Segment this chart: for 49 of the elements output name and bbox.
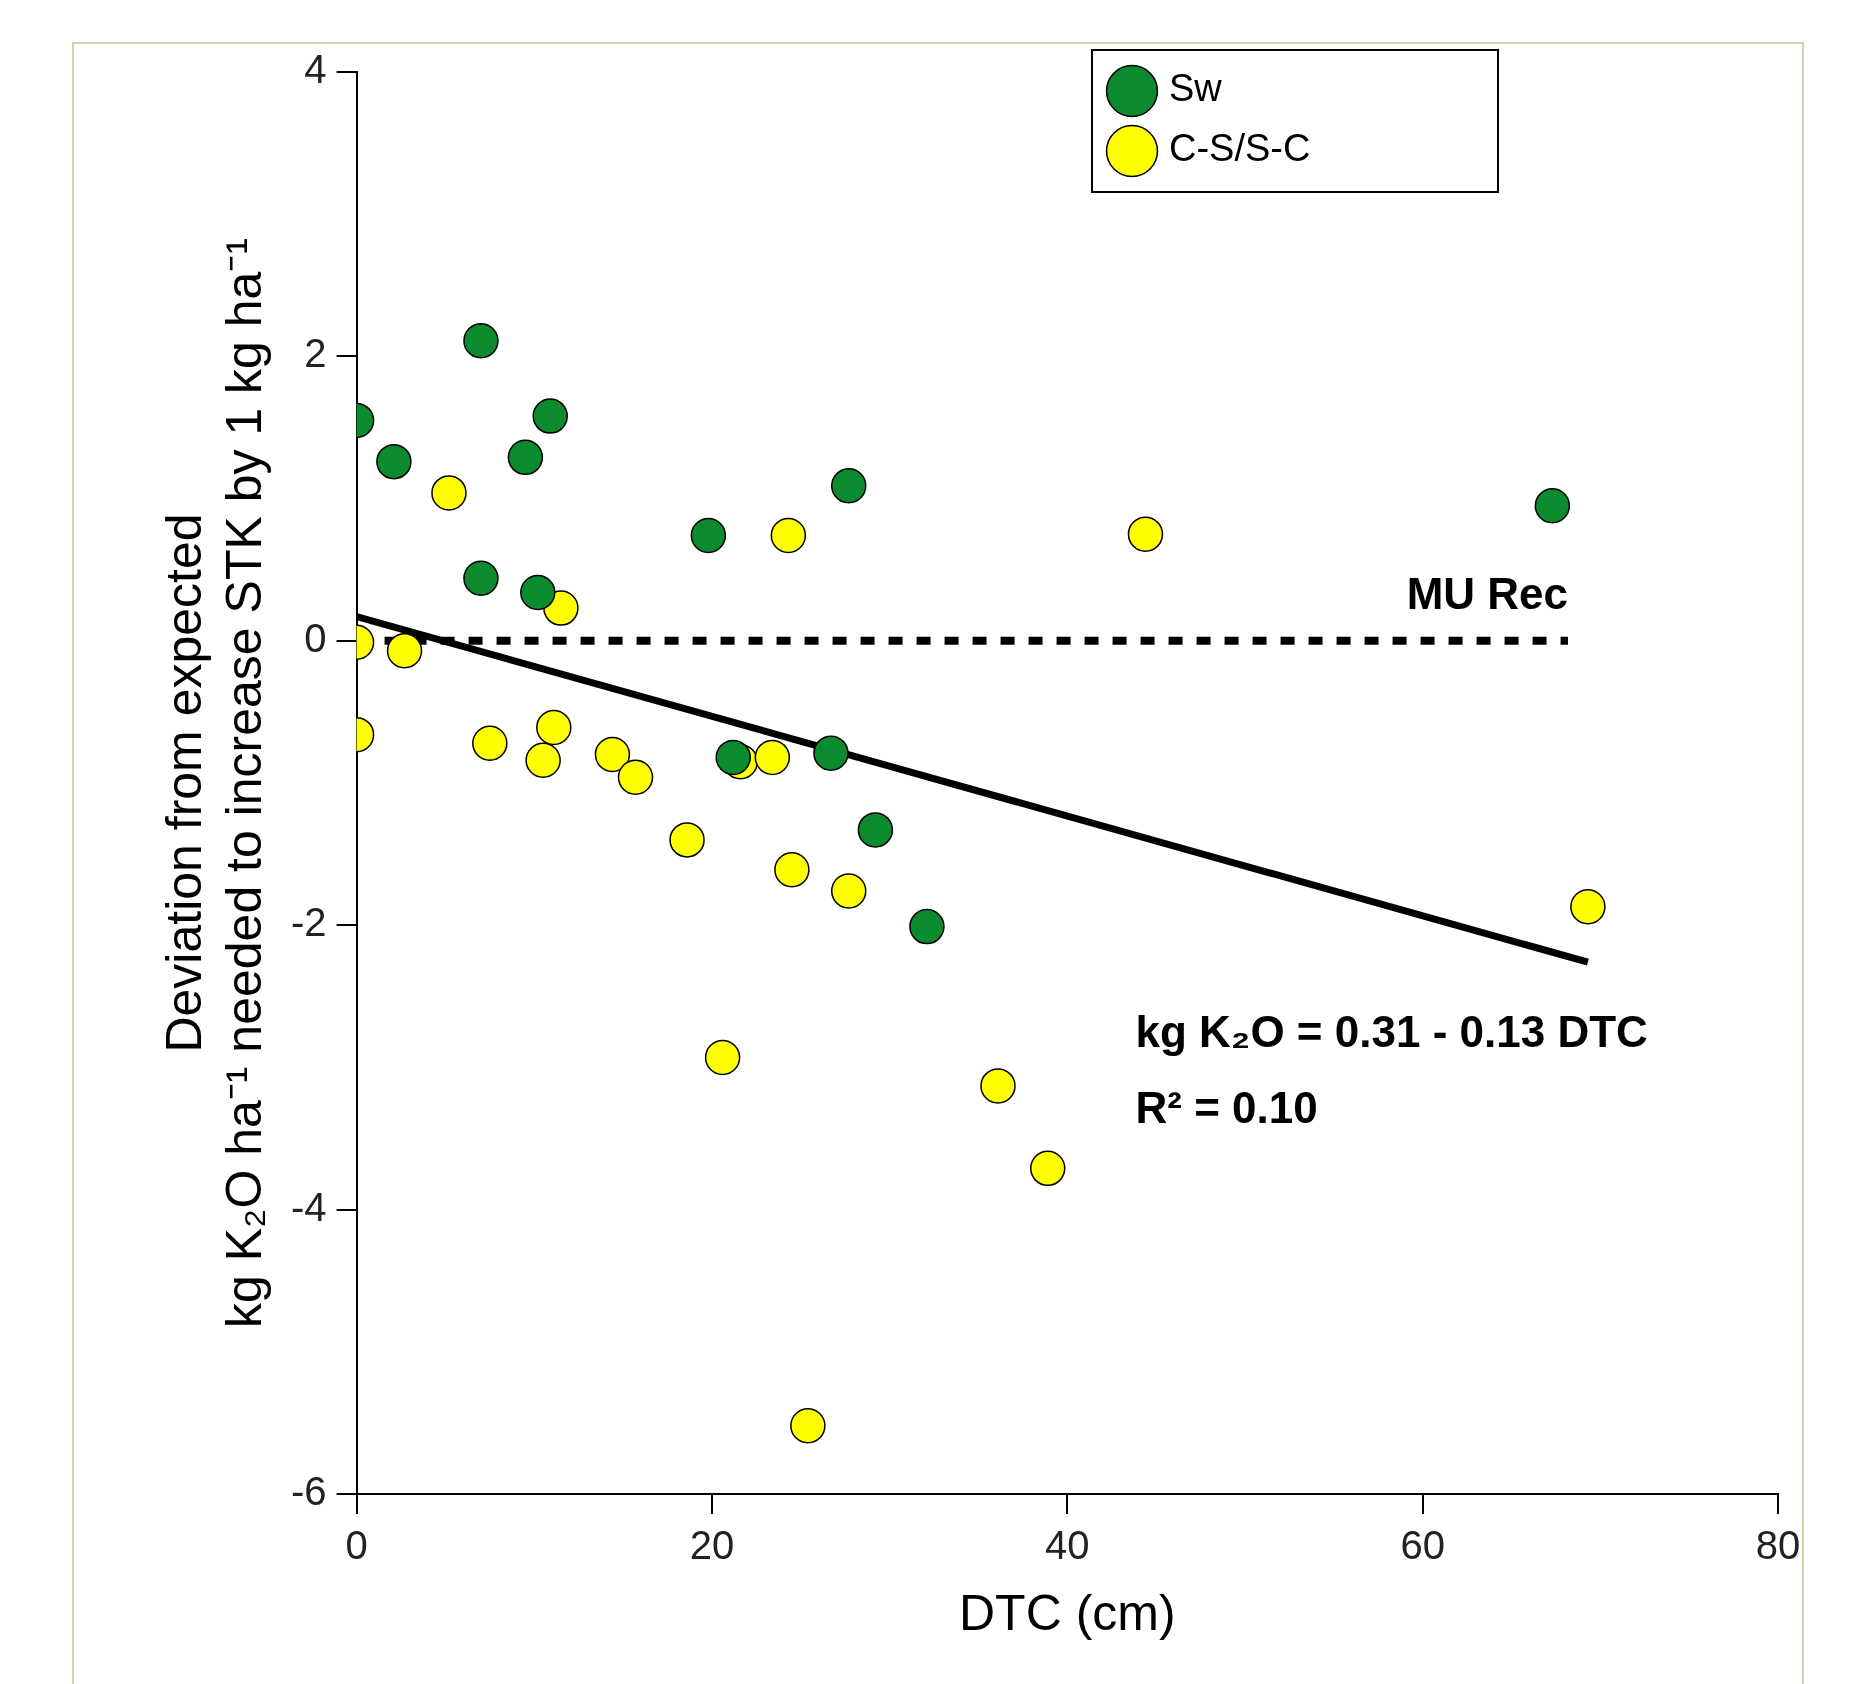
y-tick-label: -4 bbox=[290, 1184, 327, 1229]
ref-line-label: MU Rec bbox=[1406, 568, 1568, 618]
point bbox=[1029, 1150, 1066, 1187]
point bbox=[520, 574, 556, 611]
y-axis-title: Deviation from expected kg K₂O ha⁻¹ needed to increase STK by 1 kg ha⁻¹ bbox=[155, 237, 272, 1329]
y-tick-label: 0 bbox=[304, 615, 327, 660]
point bbox=[463, 560, 499, 596]
legend-label: C-S/S-C bbox=[1169, 127, 1311, 170]
point bbox=[857, 812, 894, 848]
legend-label: Sw bbox=[1169, 67, 1223, 110]
y-tick-label: -2 bbox=[290, 900, 327, 945]
point bbox=[525, 742, 561, 778]
point bbox=[715, 739, 751, 776]
point bbox=[463, 323, 499, 359]
point bbox=[536, 709, 572, 746]
point bbox=[774, 851, 810, 888]
point bbox=[830, 873, 867, 909]
point bbox=[532, 398, 568, 434]
x-tick-label: 80 bbox=[1755, 1523, 1801, 1568]
y-tick-label: -6 bbox=[290, 1469, 327, 1514]
point bbox=[704, 1039, 741, 1076]
point bbox=[813, 735, 849, 771]
point bbox=[472, 725, 508, 761]
point bbox=[1534, 487, 1571, 524]
annotation: kg K₂O = 0.31 - 0.13 DTC bbox=[1135, 1006, 1648, 1056]
point bbox=[594, 736, 631, 773]
point bbox=[754, 739, 791, 776]
point bbox=[790, 1407, 826, 1444]
x-axis-title: DTC (cm) bbox=[958, 1584, 1176, 1641]
point bbox=[376, 443, 412, 480]
point bbox=[830, 468, 867, 504]
point bbox=[909, 908, 945, 945]
point bbox=[1570, 888, 1606, 925]
point bbox=[386, 633, 423, 669]
x-tick-label: 60 bbox=[1400, 1523, 1445, 1568]
point bbox=[507, 439, 544, 476]
point bbox=[431, 475, 467, 511]
point bbox=[690, 517, 727, 554]
y-tick-label: 4 bbox=[304, 47, 327, 92]
x-tick-label: 0 bbox=[345, 1523, 368, 1568]
point bbox=[617, 759, 654, 796]
annotation: R² = 0.10 bbox=[1135, 1082, 1318, 1132]
point bbox=[1127, 516, 1164, 552]
point bbox=[770, 517, 807, 554]
y-tick-label: 2 bbox=[304, 331, 327, 376]
point bbox=[669, 822, 705, 858]
x-tick-label: 40 bbox=[1045, 1523, 1090, 1568]
x-tick-label: 20 bbox=[689, 1523, 735, 1568]
point bbox=[980, 1068, 1016, 1104]
